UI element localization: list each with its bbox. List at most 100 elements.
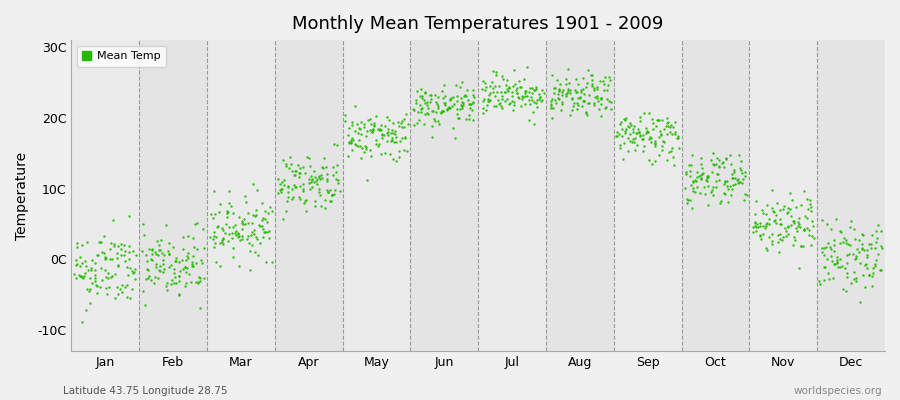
Point (633, 133, 647, 139)
Point (450, 115, 464, 122)
Point (72, 273, 86, 279)
Point (239, 236, 254, 242)
Point (299, 196, 313, 203)
Point (712, 163, 726, 170)
Point (431, 103, 446, 110)
Point (152, 247, 166, 254)
Point (649, 123, 663, 129)
Point (804, 208, 818, 214)
Point (512, 94, 526, 101)
Point (241, 220, 256, 226)
Point (579, 84, 593, 90)
Point (734, 158, 748, 164)
Point (428, 118, 442, 124)
Point (848, 256, 862, 262)
Point (455, 100, 470, 106)
Point (490, 72, 504, 78)
Point (688, 189, 702, 195)
Point (330, 162, 345, 168)
Point (822, 275, 836, 282)
Point (322, 187, 337, 193)
Point (761, 234, 776, 240)
Point (547, 85, 562, 91)
Point (660, 157, 674, 163)
Point (424, 92, 438, 98)
Point (360, 128, 374, 134)
Point (773, 236, 788, 242)
Point (477, 96, 491, 102)
Point (836, 286, 850, 292)
Point (701, 182, 716, 189)
Point (830, 260, 844, 267)
Point (706, 184, 720, 190)
Point (383, 130, 398, 136)
Point (596, 78, 610, 84)
Point (800, 215, 814, 222)
Point (256, 229, 271, 236)
Point (571, 95, 585, 101)
Point (253, 223, 267, 229)
Point (769, 212, 783, 218)
Point (398, 134, 412, 140)
Point (454, 102, 468, 108)
Point (273, 186, 287, 193)
Point (311, 189, 326, 196)
Point (235, 236, 249, 242)
Point (664, 148, 679, 154)
Point (75, 274, 89, 280)
Point (378, 150, 392, 156)
Point (572, 93, 587, 100)
Point (790, 223, 805, 229)
Point (782, 206, 796, 212)
Point (866, 264, 880, 271)
Point (104, 273, 119, 280)
Point (850, 275, 864, 281)
Point (518, 92, 532, 99)
Point (738, 191, 752, 197)
Point (561, 86, 575, 92)
Point (340, 131, 355, 138)
Point (870, 235, 885, 242)
Point (461, 97, 475, 104)
Point (226, 245, 240, 251)
Point (184, 263, 199, 269)
Point (488, 93, 502, 99)
Point (814, 244, 829, 251)
Point (626, 128, 640, 135)
Point (145, 251, 159, 257)
Point (84, 266, 98, 273)
Point (847, 268, 861, 275)
Point (182, 271, 196, 278)
Point (407, 122, 421, 128)
Point (642, 157, 656, 164)
Point (392, 148, 407, 154)
Point (157, 266, 171, 272)
Point (295, 186, 310, 192)
Point (564, 106, 579, 113)
Point (520, 64, 535, 70)
Point (781, 223, 796, 230)
Point (178, 257, 193, 263)
Point (308, 197, 322, 204)
Point (761, 220, 776, 227)
Point (491, 97, 505, 104)
Point (662, 149, 676, 156)
Point (511, 94, 526, 100)
Point (113, 286, 128, 292)
Point (548, 96, 562, 103)
Point (668, 118, 682, 125)
Point (646, 125, 661, 132)
Point (331, 180, 346, 186)
Point (844, 280, 859, 286)
Point (680, 171, 694, 177)
Point (868, 261, 882, 267)
Point (276, 157, 291, 164)
Point (486, 68, 500, 74)
Point (431, 94, 446, 100)
Point (549, 100, 563, 106)
Point (660, 120, 674, 126)
Point (858, 284, 872, 290)
Point (681, 197, 696, 204)
Point (575, 103, 590, 109)
Point (770, 232, 785, 238)
